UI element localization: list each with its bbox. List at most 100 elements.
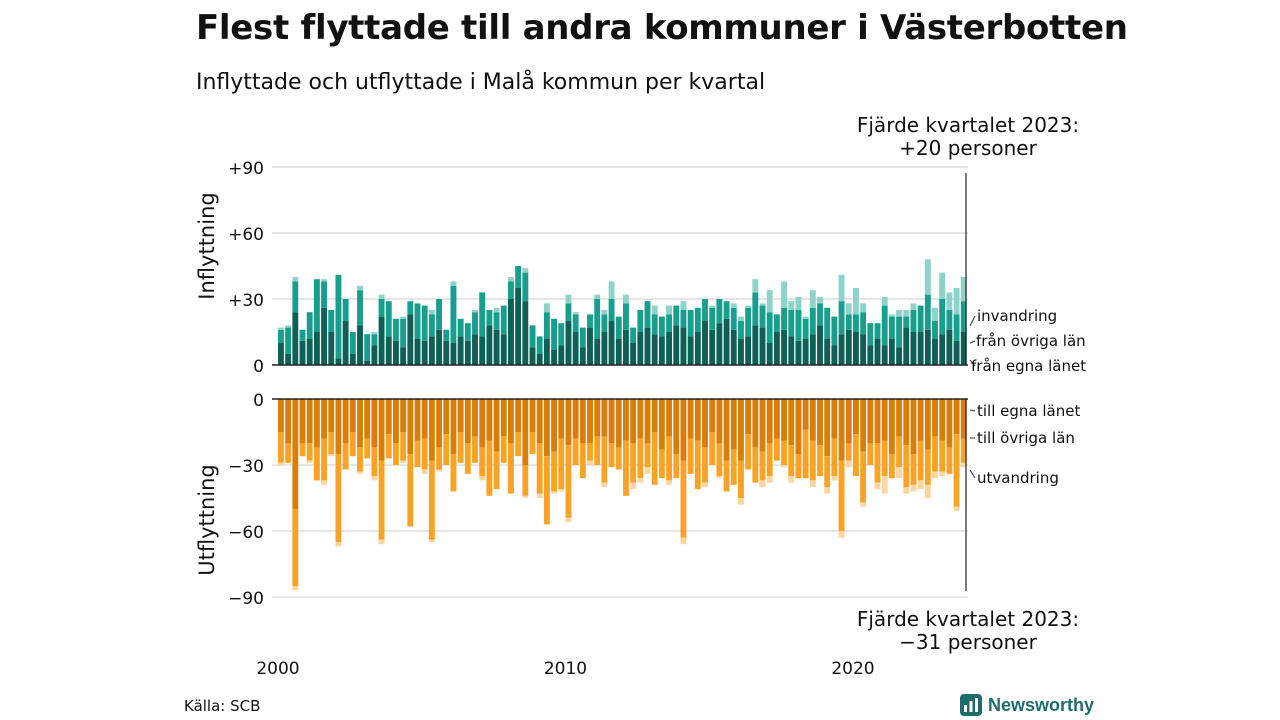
bar-inflow-from-other-counties <box>443 329 450 341</box>
bar-inflow-from-other-counties <box>522 272 529 302</box>
bar-inflow-from-other-counties <box>831 316 838 346</box>
bar-inflow-from-other-counties <box>493 312 500 330</box>
bar-inflow-immigration <box>960 277 967 302</box>
bar-inflow-from-other-counties <box>385 301 392 337</box>
bar-inflow-from-other-counties <box>572 314 579 332</box>
bar-outflow-to-own-county <box>278 399 284 432</box>
bar-outflow-emigration <box>766 476 773 483</box>
bar-inflow-immigration <box>565 294 572 304</box>
bar-outflow-emigration <box>759 480 766 487</box>
bar-inflow-from-other-counties <box>364 334 371 361</box>
bar-inflow-from-own-county <box>335 358 342 365</box>
bar-inflow-from-own-county <box>673 325 680 365</box>
bar-outflow-emigration <box>587 460 593 465</box>
bar-outflow-to-own-county <box>745 399 752 435</box>
bar-outflow-to-own-county <box>536 399 543 443</box>
bar-outflow-to-other-counties <box>587 443 593 461</box>
bar-outflow-to-other-counties <box>637 438 644 479</box>
bar-outflow-to-other-counties <box>500 436 507 463</box>
bar-inflow-from-own-county <box>802 338 809 365</box>
bar-inflow-from-other-counties <box>637 310 644 332</box>
bar-outflow-to-other-counties <box>874 443 881 483</box>
bar-inflow-from-other-counties <box>450 285 457 343</box>
bar-inflow-from-other-counties <box>579 327 586 348</box>
migration-chart: +90 +60 +30 0 0 −30 −60 −90 Inflyttning Utflyttni… <box>195 113 1086 679</box>
bar-inflow-from-own-county <box>680 327 687 365</box>
bar-inflow-from-other-counties <box>508 281 514 299</box>
bar-inflow-from-other-counties <box>543 312 550 339</box>
bar-inflow-from-own-county <box>508 299 514 365</box>
bar-inflow-immigration <box>285 325 292 328</box>
bar-outflow-to-own-county <box>910 399 917 454</box>
series-label-leader-bottom <box>969 469 976 479</box>
bar-outflow-to-own-county <box>644 399 651 443</box>
bar-outflow-to-own-county <box>824 399 831 457</box>
bar-inflow-from-own-county <box>493 329 500 365</box>
bar-outflow-to-own-county <box>788 399 795 446</box>
bar-inflow-from-other-counties <box>472 312 478 335</box>
bar-outflow-to-other-counties <box>680 460 687 538</box>
bar-outflow-to-other-counties <box>651 432 658 485</box>
bar-outflow-to-other-counties <box>910 454 917 485</box>
bar-inflow-from-own-county <box>572 332 579 365</box>
bar-inflow-immigration <box>896 310 903 317</box>
bar-inflow-from-other-counties <box>694 307 701 332</box>
bar-inflow-from-own-county <box>565 321 572 365</box>
bar-outflow-to-other-counties <box>924 449 931 485</box>
bar-outflow-to-other-counties <box>472 436 478 463</box>
bar-inflow-from-own-county <box>630 343 637 365</box>
bar-inflow-from-other-counties <box>687 310 694 337</box>
bar-outflow-to-other-counties <box>730 449 737 485</box>
axes <box>272 173 968 591</box>
bar-outflow-to-other-counties <box>278 432 284 463</box>
bar-inflow-from-other-counties <box>781 307 788 330</box>
bar-outflow-emigration <box>781 465 788 468</box>
bar-inflow-immigration <box>522 268 529 273</box>
bar-inflow-from-other-counties <box>486 310 493 326</box>
bar-inflow-from-other-counties <box>960 301 967 332</box>
bar-outflow-to-other-counties <box>881 440 888 476</box>
bar-inflow-from-own-county <box>292 312 299 365</box>
y-tick-label-bottom: −60 <box>228 523 264 543</box>
bar-inflow-from-other-counties <box>436 299 443 330</box>
bar-inflow-from-other-counties <box>464 323 471 341</box>
newsworthy-logo[interactable]: Newsworthy <box>960 692 1094 718</box>
bar-outflow-emigration <box>428 539 435 542</box>
bar-inflow-from-other-counties <box>766 312 773 343</box>
bar-outflow-emigration <box>910 484 917 492</box>
bar-inflow-immigration <box>709 305 716 308</box>
bar-inflow-from-own-county <box>278 343 284 365</box>
bar-outflow-emigration <box>306 460 313 463</box>
bar-outflow-to-other-counties <box>860 451 867 503</box>
bar-inflow-from-other-counties <box>723 301 730 319</box>
bar-inflow-from-own-county <box>515 288 522 365</box>
bar-inflow-immigration <box>953 288 960 315</box>
bar-inflow-immigration <box>651 305 658 315</box>
bar-outflow-to-other-counties <box>781 440 788 465</box>
source-note: Källa: SCB <box>184 697 261 715</box>
y-axis-title-top: Inflyttning <box>195 192 219 299</box>
bar-outflow-to-other-counties <box>960 438 967 463</box>
bar-outflow-emigration <box>960 462 967 468</box>
bar-outflow-to-other-counties <box>953 434 960 507</box>
bar-outflow-to-other-counties <box>788 445 795 476</box>
chart-title: Flest flyttade till andra kommuner i Väs… <box>196 8 1128 48</box>
bar-outflow-to-own-county <box>457 399 464 432</box>
y-tick-label-bottom: −90 <box>228 589 264 609</box>
bar-outflow-to-other-counties <box>285 443 292 463</box>
bar-inflow-from-other-counties <box>623 303 629 330</box>
bar-inflow-from-other-counties <box>630 327 637 343</box>
bar-outflow-to-other-counties <box>773 438 780 461</box>
bar-inflow-immigration <box>472 310 478 313</box>
bar-inflow-from-own-county <box>860 334 867 365</box>
bar-outflow-to-own-county <box>572 399 579 439</box>
bar-inflow-from-own-county <box>306 338 313 365</box>
bar-inflow-from-other-counties <box>651 314 658 335</box>
bar-inflow-immigration <box>450 281 457 286</box>
bar-inflow-immigration <box>594 294 601 299</box>
bar-inflow-from-own-county <box>364 360 371 365</box>
bar-inflow-immigration <box>788 301 795 310</box>
bar-inflow-from-other-counties <box>924 294 931 330</box>
bar-outflow-to-own-county <box>479 399 486 448</box>
bar-inflow-from-other-counties <box>709 307 716 330</box>
